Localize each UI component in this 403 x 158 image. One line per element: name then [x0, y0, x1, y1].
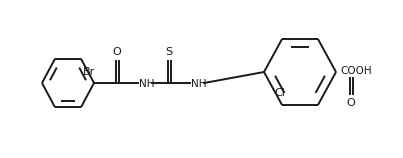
Text: COOH: COOH	[340, 66, 372, 76]
Text: NH: NH	[139, 79, 154, 89]
Text: Cl: Cl	[274, 88, 285, 98]
Text: S: S	[166, 47, 172, 57]
Text: NH: NH	[191, 79, 206, 89]
Text: O: O	[112, 47, 121, 57]
Text: O: O	[347, 98, 355, 108]
Text: Br: Br	[83, 67, 95, 77]
